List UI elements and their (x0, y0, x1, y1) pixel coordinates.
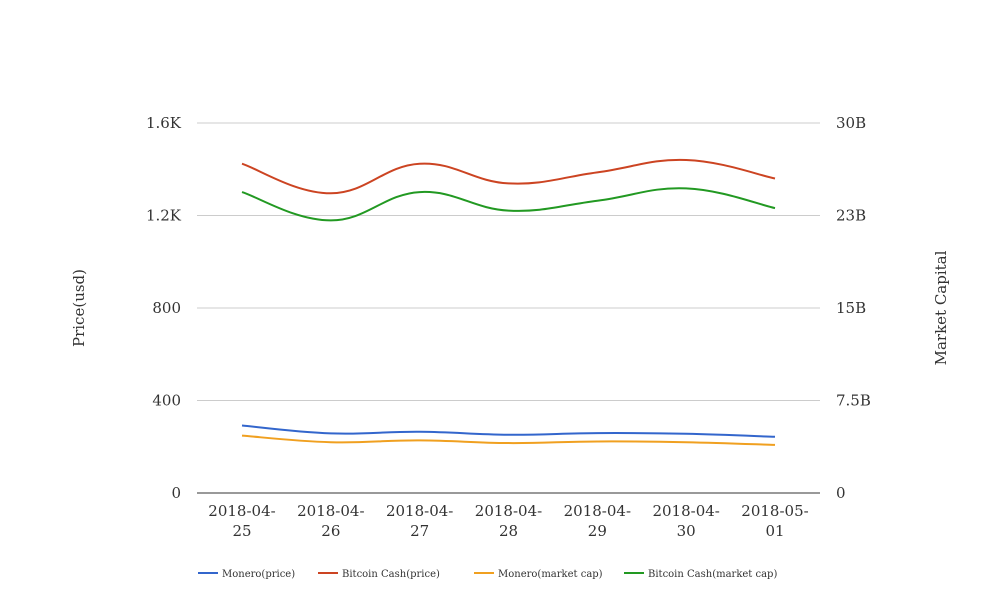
y2-axis-title: Market Capital (932, 250, 950, 365)
grid-lines (197, 122, 820, 401)
y2-tick-label: 15B (836, 299, 866, 317)
series-line-4 (241, 187, 776, 222)
x-tick-label: 2018-04-28 (475, 502, 542, 540)
series-line-3 (241, 434, 776, 446)
legend-label: Monero(market cap) (498, 569, 603, 580)
y-tick-label: 1.6K (146, 114, 182, 132)
x-tick-label: 2018-04-30 (652, 502, 719, 540)
y-axis-title: Price(usd) (70, 269, 88, 347)
x-tick-label: 2018-04-29 (564, 502, 631, 540)
series-line-1 (241, 424, 776, 438)
x-tick-label: 2018-05-01 (741, 502, 808, 540)
legend-label: Bitcoin Cash(market cap) (648, 569, 777, 580)
y-tick-label: 0 (171, 484, 181, 502)
legend: Monero(price) Bitcoin Cash(price) Monero(m… (198, 569, 777, 580)
y-tick-label: 800 (152, 299, 181, 317)
y2-tick-label: 0 (836, 484, 846, 502)
x-tick-label: 2018-04-27 (386, 502, 453, 540)
x-tick-label: 2018-04-25 (208, 502, 275, 540)
x-tick-label: 2018-04-26 (297, 502, 364, 540)
y-tick-label: 400 (152, 392, 181, 410)
series-lines (241, 158, 776, 446)
y-tick-label: 1.2K (146, 207, 182, 225)
tick-labels: 0 400 800 1.2K 1.6K 0 7.5B 15B 23B 30B 2018-04-25 2… (146, 114, 871, 540)
y2-tick-label: 30B (836, 114, 866, 132)
legend-label: Bitcoin Cash(price) (342, 569, 440, 580)
legend-label: Monero(price) (222, 569, 295, 580)
series-line-2 (241, 158, 776, 195)
y2-tick-label: 7.5B (836, 392, 871, 410)
y2-tick-label: 23B (836, 207, 866, 225)
